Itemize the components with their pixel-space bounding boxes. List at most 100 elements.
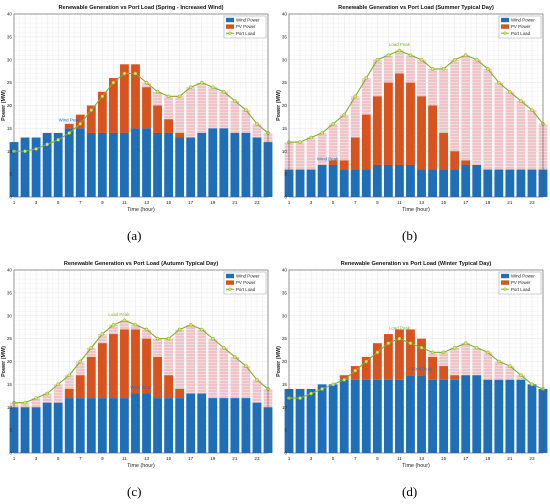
port-load-point <box>309 391 313 396</box>
port-load-point <box>375 350 380 355</box>
wind-bar <box>494 169 504 197</box>
pv-bar <box>86 105 96 133</box>
wind-bar <box>417 375 426 453</box>
chart-title: Renewable Generation vs Port Load (Summe… <box>338 5 494 11</box>
wind-bar <box>252 402 262 453</box>
deficit-bar <box>186 324 196 394</box>
pv-bar <box>75 114 85 129</box>
wind-bar <box>372 379 382 453</box>
legend-item-pv-power: PV Power <box>226 24 256 29</box>
x-tick-label: 3 <box>310 200 313 205</box>
y-tick-label: 40 <box>282 12 288 17</box>
port-load-point <box>233 99 237 103</box>
port-load-point <box>111 80 116 85</box>
legend-item-wind-power: Wind Power <box>501 18 535 23</box>
port-load-point <box>397 336 402 341</box>
wind-bar <box>350 169 360 197</box>
port-load-markers <box>12 71 270 154</box>
port-load-point <box>386 53 391 58</box>
y-tick-label: 25 <box>7 336 13 341</box>
pv-bar <box>361 356 371 380</box>
port-load-point <box>133 323 138 327</box>
x-axis-label: Time (hour) <box>127 207 155 213</box>
port-load-point <box>364 76 369 80</box>
wind-bar <box>97 398 107 453</box>
chart-title: Renewable Generation vs Port Load (Winte… <box>341 261 492 267</box>
deficit-bar <box>483 352 493 380</box>
port-load-point <box>210 85 215 90</box>
x-tick-label: 21 <box>507 456 513 461</box>
legend-swatch <box>226 273 234 279</box>
port-load-point <box>508 89 512 94</box>
bars <box>284 73 548 197</box>
wind-bar <box>505 169 515 197</box>
panel-label-c: (c) <box>127 484 142 499</box>
wind-bar <box>516 379 526 453</box>
x-tick-label: 21 <box>232 200 238 205</box>
wind-bar <box>230 398 240 453</box>
deficit-bar <box>219 91 229 129</box>
port-load-point <box>342 112 347 117</box>
wind-bar <box>20 407 30 453</box>
y-tick-label: 15 <box>7 126 13 131</box>
wind-bar <box>197 393 207 453</box>
pv-bar <box>64 388 74 399</box>
port-load-point <box>155 89 160 94</box>
y-tick-label: 35 <box>7 34 13 39</box>
deficit-bar <box>439 68 449 133</box>
deficit-bar <box>186 87 196 138</box>
y-tick-label: 30 <box>282 57 288 62</box>
wind-bar <box>108 398 118 453</box>
wind-bar <box>86 132 96 197</box>
port-load-point <box>166 336 171 341</box>
wind-bar <box>175 137 185 197</box>
axes-frame <box>13 13 269 198</box>
wind-bar <box>230 132 240 197</box>
wind-bar <box>527 384 537 453</box>
x-tick-label: 23 <box>529 200 535 205</box>
x-tick-label: 9 <box>376 456 379 461</box>
port-load-point <box>34 147 38 151</box>
chart-panel-d: 1 3 5 7 9 11 13 15 17 19 21 23 0 5 10 15 20 25 30 35 40 Time … <box>275 256 550 478</box>
port-load-point <box>255 121 259 126</box>
pv-bar <box>153 356 162 399</box>
port-load-point <box>342 377 347 382</box>
legend-item-port-load: Port Load <box>226 287 256 292</box>
deficit-area <box>284 50 548 170</box>
y-tick-label: 10 <box>282 405 288 410</box>
pv-bar <box>428 105 437 170</box>
wind-bar <box>131 128 140 197</box>
deficit-bar <box>494 82 504 170</box>
wind-bar <box>186 137 196 197</box>
port-load-point <box>508 364 512 368</box>
panel-label-b: (b) <box>402 228 418 243</box>
pv-bar <box>120 64 129 133</box>
port-load-point <box>397 48 402 53</box>
x-axis-label: Time (hour) <box>402 463 430 469</box>
wind-bar <box>31 137 41 197</box>
y-tick-label: 5 <box>284 172 287 177</box>
x-tick-label: 7 <box>354 456 357 461</box>
port-load-point <box>244 108 248 112</box>
port-load-point <box>452 57 457 62</box>
wind-bar <box>219 128 229 197</box>
legend-label: Port Load <box>236 287 256 292</box>
x-tick-label: 7 <box>79 456 82 461</box>
load-peak-annotation: Load Peak <box>389 325 411 330</box>
x-tick-label: 11 <box>122 200 127 205</box>
pv-bar <box>164 119 174 133</box>
deficit-bar <box>153 338 162 357</box>
deficit-bar <box>428 68 437 106</box>
pv-bar <box>361 114 371 170</box>
y-tick-label: 5 <box>284 428 287 433</box>
panel-label-d: (d) <box>402 484 418 499</box>
port-load-point <box>56 137 61 142</box>
y-tick-label: 35 <box>282 290 288 295</box>
port-load-point <box>375 57 380 62</box>
deficit-bar <box>175 96 185 133</box>
y-tick-label: 40 <box>282 268 288 273</box>
port-load-point <box>67 131 72 135</box>
wind-bar <box>527 169 537 197</box>
deficit-bar <box>241 366 251 399</box>
